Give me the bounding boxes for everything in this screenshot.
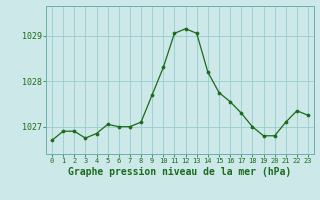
X-axis label: Graphe pression niveau de la mer (hPa): Graphe pression niveau de la mer (hPa) bbox=[68, 167, 292, 177]
